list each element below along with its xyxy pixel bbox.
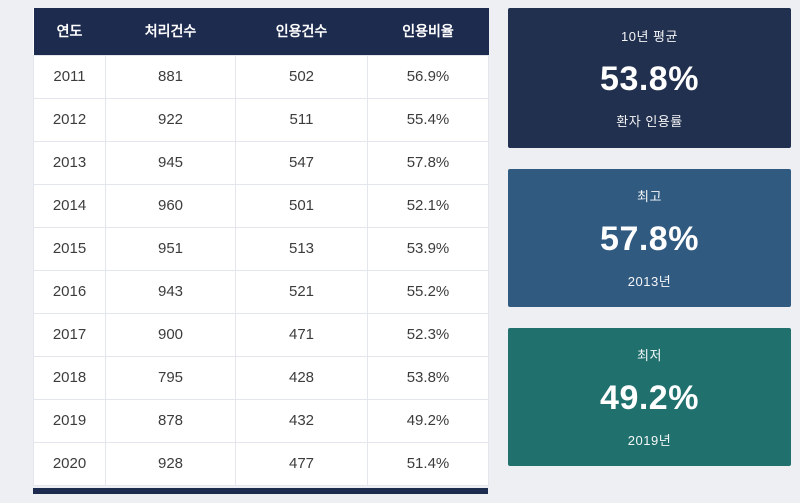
table-cell: 547 [235,140,368,185]
stats-table: 연도 처리건수 인용건수 인용비율 2011 881 502 56.9% 2012 922… [33,8,489,486]
table-footer-bar [33,487,488,494]
card-highest-rate: 최고 57.8% 2013년 [508,169,791,307]
table-cell: 2019 [33,398,106,443]
table-cell: 501 [235,183,368,228]
table-cell: 432 [235,398,368,443]
table-row: 2014 960 501 52.1% [33,183,489,228]
table-header: 연도 처리건수 인용건수 인용비율 [33,8,489,55]
table-row: 2013 945 547 57.8% [33,140,489,185]
table-cell: 2016 [33,269,106,314]
card-ten-year-average-value: 53.8% [600,60,699,98]
table-cell: 943 [105,269,236,314]
table-cell: 2014 [33,183,106,228]
table-cell: 2015 [33,226,106,271]
table-cell: 477 [235,441,368,486]
table-cell: 428 [235,355,368,400]
table-cell: 928 [105,441,236,486]
card-highest-rate-value: 57.8% [600,220,699,258]
stats-table-panel: 연도 처리건수 인용건수 인용비율 2011 881 502 56.9% 2012 922… [33,8,489,494]
table-row: 2012 922 511 55.4% [33,97,489,142]
table-cell: 502 [235,54,368,99]
column-header-cited-cases: 인용건수 [275,23,328,40]
table-cell: 57.8% [367,140,489,185]
card-lowest-rate-year: 2019년 [627,433,672,448]
card-lowest-rate: 최저 49.2% 2019년 [508,328,791,466]
table-cell: 471 [235,312,368,357]
table-row: 2018 795 428 53.8% [33,355,489,400]
table-cell: 881 [105,54,236,99]
table-header-row: 연도 처리건수 인용건수 인용비율 [33,8,489,55]
table-cell: 900 [105,312,236,357]
table-row: 2015 951 513 53.9% [33,226,489,271]
table-cell: 795 [105,355,236,400]
table-row: 2011 881 502 56.9% [33,54,489,99]
summary-cards: 10년 평균 53.8% 환자 인용률 최고 57.8% 2013년 최저 49… [508,8,791,466]
card-highest-rate-year: 2013년 [627,274,672,289]
table-cell: 55.2% [367,269,489,314]
table-cell: 878 [105,398,236,443]
table-cell: 53.9% [367,226,489,271]
table-cell: 922 [105,97,236,142]
column-header-citation-rate: 인용비율 [402,23,454,40]
card-lowest-rate-value: 49.2% [600,379,699,417]
table-cell: 951 [105,226,236,271]
table-cell: 55.4% [367,97,489,142]
table-cell: 2017 [33,312,106,357]
card-ten-year-average-sublabel: 환자 인용률 [616,114,683,129]
column-header-processed-cases: 처리건수 [144,23,197,40]
table-cell: 52.3% [367,312,489,357]
table-cell: 960 [105,183,236,228]
table-row: 2020 928 477 51.4% [33,441,489,486]
table-cell: 2013 [33,140,106,185]
table-cell: 2012 [33,97,106,142]
card-lowest-rate-label: 최저 [637,348,662,363]
table-cell: 56.9% [367,54,489,99]
table-body: 2011 881 502 56.9% 2012 922 511 55.4% 2013 945 547… [33,54,489,486]
card-highest-rate-label: 최고 [637,189,662,204]
table-cell: 2020 [33,441,106,486]
table-cell: 53.8% [367,355,489,400]
card-ten-year-average-label: 10년 평균 [621,29,678,44]
table-cell: 511 [235,97,368,142]
table-cell: 513 [235,226,368,271]
table-cell: 2011 [33,54,106,99]
table-cell: 945 [105,140,236,185]
table-cell: 49.2% [367,398,489,443]
card-ten-year-average: 10년 평균 53.8% 환자 인용률 [508,8,791,148]
column-header-year: 연도 [56,23,83,40]
table-cell: 521 [235,269,368,314]
table-cell: 52.1% [367,183,489,228]
table-row: 2017 900 471 52.3% [33,312,489,357]
table-cell: 51.4% [367,441,489,486]
table-row: 2016 943 521 55.2% [33,269,489,314]
table-row: 2019 878 432 49.2% [33,398,489,443]
table-cell: 2018 [33,355,106,400]
